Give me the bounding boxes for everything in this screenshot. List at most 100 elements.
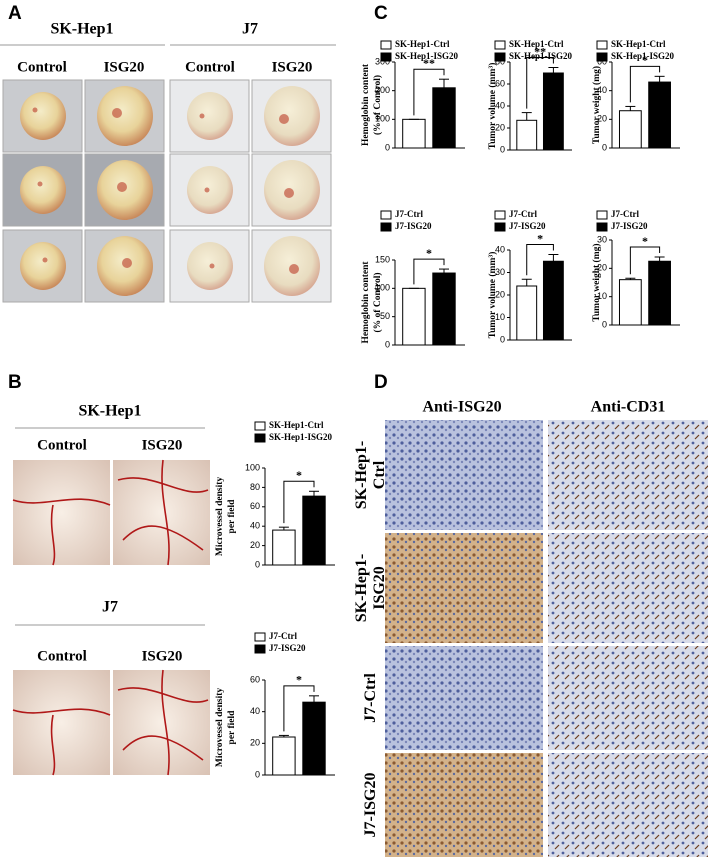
column-label: Control — [37, 437, 87, 453]
y-tick-label: 40 — [495, 244, 505, 254]
y-axis-label-line: Tumor weight (mg) — [591, 243, 602, 321]
legend-swatch — [596, 210, 608, 220]
y-axis-label: Microvessel density per field — [215, 477, 237, 556]
y-axis-label-line: Hemoglobin content — [361, 63, 371, 146]
significance-label: * — [642, 53, 648, 67]
photo — [385, 646, 543, 750]
y-axis-label: Hemoglobin content (% of Control) — [361, 261, 383, 344]
y-tick-label: 50 — [380, 311, 390, 321]
legend-label: J7-ISG20 — [509, 221, 546, 231]
y-axis-label-line: Microvessel density — [215, 477, 225, 556]
vessel — [117, 669, 209, 776]
section-title: SK-Hep1 — [78, 403, 141, 420]
bar — [542, 260, 564, 341]
bar — [648, 260, 671, 326]
legend-swatch — [254, 632, 266, 642]
significance-bracket — [629, 246, 661, 275]
row-label-line: J7-Ctrl — [362, 673, 379, 723]
y-tick-label: 0 — [500, 144, 505, 154]
blood-spot — [37, 181, 43, 187]
column-label: Anti-CD31 — [591, 399, 666, 416]
legend-swatch — [254, 644, 266, 654]
tumor — [20, 166, 66, 214]
y-axis-label: Microvessel density per field — [215, 688, 237, 767]
significance-bracket — [526, 244, 554, 276]
group-title: J7 — [242, 21, 258, 38]
blood-spot — [112, 108, 122, 118]
significance-label: ** — [534, 44, 546, 58]
row-label-line: J7-ISG20 — [362, 773, 379, 838]
y-axis-label-line: Tumor weight (mg) — [591, 66, 602, 144]
y-tick-label: 10 — [597, 291, 607, 301]
charts: 0100200300Hemoglobin content(% of Contro… — [215, 39, 680, 779]
legend-label: SK-Hep1-ISG20 — [509, 51, 573, 61]
significance-label: * — [642, 234, 648, 248]
column-label: ISG20 — [142, 648, 183, 664]
legend-swatch — [494, 40, 506, 50]
photo — [548, 533, 708, 643]
y-tick-label: 100 — [375, 114, 390, 124]
panel-label: B — [8, 372, 22, 393]
panel-label: C — [374, 3, 388, 24]
y-tick-label: 20 — [250, 738, 260, 748]
y-tick-label: 100 — [245, 462, 260, 472]
tumor — [20, 92, 66, 140]
y-axis-label: Tumor weight (mg) — [591, 66, 602, 144]
photo — [385, 420, 543, 530]
vessel — [117, 459, 209, 566]
tumor — [264, 86, 320, 146]
legend-swatch — [494, 222, 506, 232]
y-tick-label: 0 — [385, 339, 390, 349]
column-label: Control — [185, 59, 235, 75]
y-tick-label: 30 — [495, 267, 505, 277]
panel-label: D — [374, 372, 388, 393]
legend-label: J7-ISG20 — [269, 643, 306, 653]
blood-spot — [204, 187, 210, 193]
row-label: J7-ISG20 — [362, 773, 379, 838]
bar — [516, 119, 538, 151]
y-axis-label-line: (% of Control) — [372, 75, 383, 135]
legend-swatch — [254, 421, 266, 431]
legend-label: SK-Hep1-ISG20 — [395, 51, 459, 61]
legend-label: J7-Ctrl — [611, 209, 639, 219]
column-label: Control — [37, 648, 87, 664]
y-tick-label: 20 — [597, 114, 607, 124]
blood-spot — [279, 114, 289, 124]
bar — [302, 495, 326, 566]
y-tick-label: 30 — [597, 234, 607, 244]
legend-label: J7-ISG20 — [611, 221, 648, 231]
y-tick-label: 40 — [250, 706, 260, 716]
y-tick-label: 60 — [495, 78, 505, 88]
photo — [13, 670, 110, 775]
legend-label: SK-Hep1-Ctrl — [395, 39, 450, 49]
row-label-line: SK-Hep1- — [353, 441, 370, 509]
y-tick-label: 0 — [385, 142, 390, 152]
y-tick-label: 0 — [255, 769, 260, 779]
bar — [272, 736, 296, 776]
legend-swatch — [596, 52, 608, 62]
tumor — [187, 166, 233, 214]
significance-bracket — [629, 65, 661, 103]
vessel — [12, 498, 111, 566]
legend-label: SK-Hep1-Ctrl — [269, 420, 324, 430]
y-tick-label: 20 — [597, 263, 607, 273]
y-tick-label: 80 — [250, 482, 260, 492]
bar — [432, 272, 456, 346]
significance-bracket — [413, 258, 445, 285]
bar — [618, 110, 642, 149]
tumor — [20, 242, 66, 290]
legend-swatch — [596, 40, 608, 50]
blood-spot — [284, 188, 294, 198]
significance-bracket — [413, 68, 445, 116]
bar — [542, 72, 564, 151]
y-tick-label: 0 — [602, 142, 607, 152]
y-axis-label-line: Microvessel density — [215, 688, 225, 767]
row-label: SK-Hep1-Ctrl — [353, 441, 388, 509]
y-tick-label: 20 — [495, 122, 505, 132]
row-label-line: ISG20 — [371, 566, 388, 610]
y-tick-label: 20 — [495, 289, 505, 299]
tumor — [97, 86, 153, 146]
legend-swatch — [380, 40, 392, 50]
